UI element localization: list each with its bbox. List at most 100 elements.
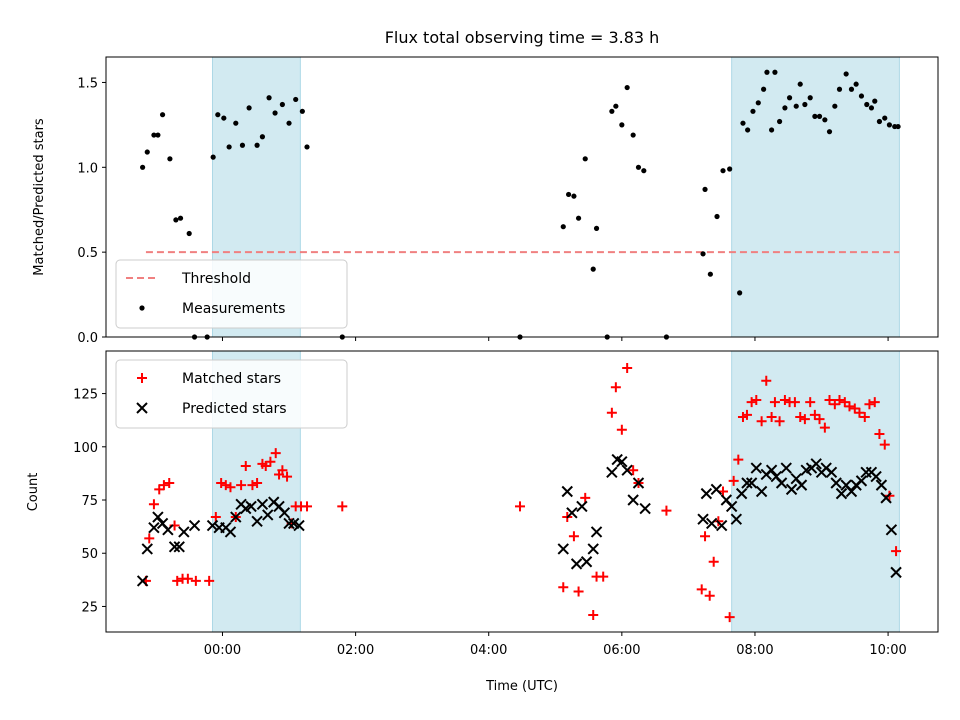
- measurement-point: [266, 95, 272, 101]
- chart-title: Flux total observing time = 3.83 h: [385, 28, 660, 47]
- top-measurement-points: [140, 69, 901, 340]
- predicted-star-point: [136, 575, 149, 587]
- matched-star-point: [774, 416, 785, 427]
- matched-star-point: [580, 492, 591, 503]
- predicted-star-point: [795, 479, 808, 491]
- measurement-point: [582, 156, 588, 162]
- predicted-star-point: [621, 464, 633, 476]
- matched-star-point: [741, 409, 752, 420]
- measurement-point: [279, 101, 285, 108]
- top-legend: Threshold Measurements: [115, 259, 348, 329]
- predicted-star-point: [780, 462, 792, 474]
- measurement-point: [816, 113, 823, 119]
- matched-star-point: [891, 546, 902, 557]
- matched-star-point: [277, 465, 288, 476]
- matched-star-point: [761, 375, 772, 386]
- measurement-point: [761, 86, 767, 92]
- predicted-star-point: [148, 521, 160, 534]
- matched-star-point: [864, 399, 875, 410]
- measurement-point: [575, 215, 582, 221]
- measurement-point: [832, 103, 838, 109]
- y-tick-label: 25: [81, 600, 98, 615]
- bottom-axes-frame: [105, 350, 939, 633]
- predicted-star-point: [785, 483, 798, 496]
- legend-dot-swatch: [139, 305, 145, 311]
- matched-star-point: [588, 609, 599, 620]
- measurement-point: [254, 142, 260, 148]
- predicted-star-point: [206, 519, 219, 532]
- matched-star-point: [789, 397, 800, 408]
- y-tick-label: 75: [81, 494, 98, 509]
- matched-star-point: [795, 411, 806, 422]
- top-panel: 0.0 0.5 1.0 1.5 Matched/Predicted stars Thr…: [32, 56, 939, 346]
- x-tick-label: 10:00: [869, 643, 906, 658]
- predicted-star-point: [606, 466, 618, 479]
- measurement-point: [177, 215, 184, 221]
- measurement-point: [843, 71, 849, 77]
- predicted-star-point: [141, 543, 153, 555]
- matched-star-point: [265, 456, 276, 467]
- predicted-star-point: [251, 515, 263, 528]
- measurement-point: [886, 122, 893, 128]
- y-tick-label: 125: [73, 388, 98, 403]
- measurement-point: [635, 164, 642, 170]
- measurement-point: [173, 217, 179, 223]
- top-axis-ticks: 0.0 0.5 1.0 1.5: [77, 76, 889, 346]
- measurement-point: [221, 115, 227, 121]
- predicted-star-point: [755, 485, 768, 498]
- matched-star-point: [766, 411, 777, 422]
- matched-star-point: [573, 586, 584, 597]
- predicted-star-point: [700, 487, 713, 500]
- matched-star-point: [700, 531, 711, 542]
- measurement-point: [272, 110, 278, 116]
- measurement-point: [226, 144, 232, 150]
- predicted-star-point: [627, 494, 639, 506]
- matched-star-point: [337, 501, 348, 512]
- measurement-point: [876, 118, 883, 125]
- matched-star-point: [616, 424, 627, 435]
- measurement-point: [641, 168, 647, 174]
- matched-star-point: [824, 394, 835, 405]
- top-axes-frame: [105, 56, 939, 338]
- matched-star-point: [869, 397, 880, 408]
- matched-star-point: [144, 533, 155, 544]
- legend-label: Matched stars: [182, 371, 281, 387]
- measurement-point: [769, 127, 775, 133]
- matched-star-point: [661, 505, 672, 516]
- matched-star-point: [696, 584, 707, 595]
- legend-box: [115, 359, 348, 429]
- measurement-point: [299, 108, 305, 114]
- matched-star-point: [724, 612, 735, 623]
- top-y-axis-label: Matched/Predicted stars: [32, 118, 47, 276]
- predicted-star-point: [705, 517, 718, 530]
- measurement-point: [858, 93, 865, 99]
- measurement-point: [155, 132, 161, 138]
- matched-star-point: [844, 401, 855, 412]
- matched-star-point: [746, 397, 757, 408]
- predicted-star-point: [855, 475, 868, 487]
- measurement-point: [745, 127, 751, 133]
- measurement-point: [140, 164, 146, 170]
- matched-star-point: [148, 499, 159, 510]
- measurement-point: [186, 230, 192, 237]
- matched-star-point: [270, 448, 281, 459]
- measurement-point: [613, 103, 619, 109]
- measurement-point: [233, 120, 239, 126]
- predicted-star-point: [810, 458, 822, 470]
- predicted-star-point: [775, 477, 788, 489]
- legend-label: Threshold: [181, 271, 251, 287]
- matched-star-point: [854, 407, 865, 418]
- matched-star-point: [874, 429, 885, 440]
- predicted-star-point: [725, 500, 738, 513]
- matched-star-point: [879, 439, 890, 450]
- measurement-point: [826, 129, 833, 135]
- matched-star-point: [172, 575, 183, 586]
- measurement-point: [210, 154, 216, 160]
- measurement-point: [571, 193, 577, 199]
- measurement-point: [772, 69, 778, 75]
- y-tick-label: 0.0: [77, 331, 98, 346]
- legend-label: Predicted stars: [182, 401, 287, 417]
- measurement-point: [786, 95, 793, 101]
- matched-star-point: [558, 582, 569, 593]
- measurement-point: [144, 149, 150, 155]
